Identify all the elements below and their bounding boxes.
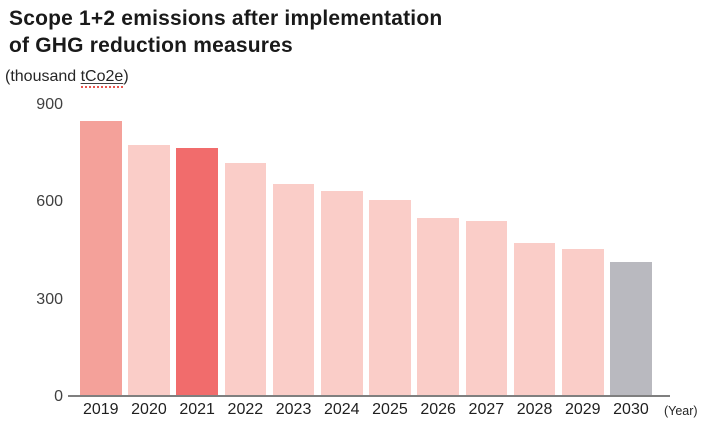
bar-2030 bbox=[610, 262, 652, 395]
bar-2023 bbox=[272, 184, 315, 395]
x-tick-2029: 2029 bbox=[564, 401, 601, 418]
unit-term-underlined: tCo2e bbox=[80, 68, 124, 85]
bar-2027 bbox=[465, 221, 508, 395]
x-tick-2028: 2028 bbox=[516, 401, 553, 418]
x-tick-2026: 2026 bbox=[420, 401, 456, 418]
x-tick-2025: 2025 bbox=[372, 401, 408, 418]
x-tick-2030: 2030 bbox=[613, 401, 649, 418]
bar-2020 bbox=[128, 145, 170, 395]
bar-2021 bbox=[176, 148, 218, 395]
bar-2019 bbox=[80, 120, 122, 395]
y-tick-0: 0 bbox=[54, 388, 63, 405]
x-tick-2024: 2024 bbox=[323, 401, 360, 418]
plot-area bbox=[68, 105, 670, 397]
y-axis-unit-label: (thousand tCo2e) bbox=[5, 68, 129, 86]
x-tick-2023: 2023 bbox=[275, 401, 312, 418]
bar-2025 bbox=[369, 200, 411, 395]
x-tick-2019: 2019 bbox=[82, 401, 119, 418]
unit-suffix: ) bbox=[123, 68, 129, 85]
bar-2026 bbox=[417, 218, 459, 395]
x-tick-2027: 2027 bbox=[468, 401, 505, 418]
y-tick-300: 300 bbox=[36, 290, 63, 308]
bar-2029 bbox=[562, 249, 604, 395]
y-tick-600: 600 bbox=[36, 193, 63, 211]
bar-2024 bbox=[321, 190, 363, 395]
x-axis-unit-label: (Year) bbox=[664, 404, 698, 418]
chart-title: Scope 1+2 emissions after implementation… bbox=[9, 7, 443, 57]
x-tick-2022: 2022 bbox=[227, 401, 264, 418]
x-tick-2020: 2020 bbox=[131, 401, 167, 418]
unit-prefix: (thousand bbox=[5, 68, 81, 85]
y-tick-900: 900 bbox=[36, 96, 63, 113]
bar-2022 bbox=[224, 163, 267, 395]
bar-2028 bbox=[513, 242, 556, 395]
x-tick-2021: 2021 bbox=[179, 401, 215, 418]
